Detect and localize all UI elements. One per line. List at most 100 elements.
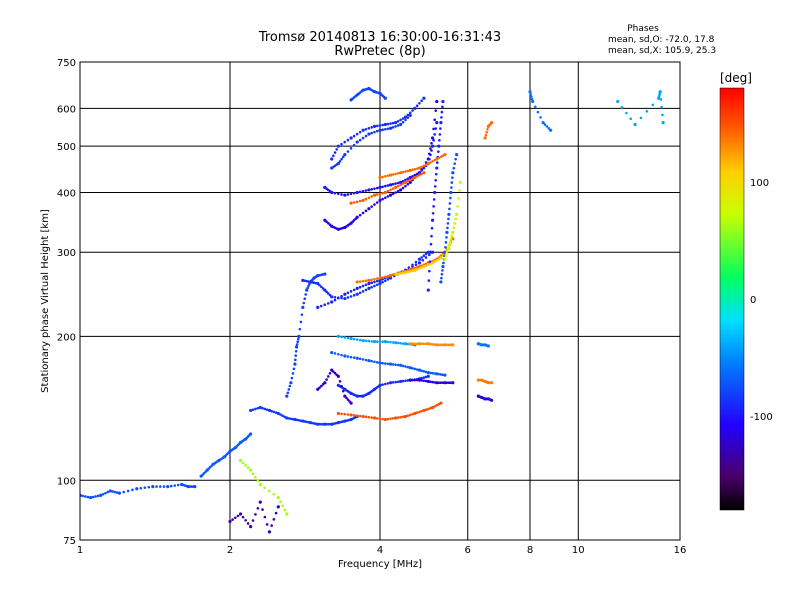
data-point-fill xyxy=(346,398,350,401)
data-point xyxy=(661,121,665,125)
data-point-fill xyxy=(155,485,158,488)
data-point-fill xyxy=(236,514,240,518)
data-point-fill xyxy=(244,464,247,467)
data-point xyxy=(541,121,545,125)
data-point xyxy=(349,336,353,341)
data-point-fill xyxy=(422,254,426,258)
data-point xyxy=(293,362,297,366)
data-point-fill xyxy=(430,149,433,152)
data-point xyxy=(408,342,412,346)
data-point-fill xyxy=(340,294,343,298)
data-point xyxy=(343,153,347,157)
data-point xyxy=(378,276,382,280)
data-point-fill xyxy=(126,489,130,493)
data-point-fill xyxy=(411,378,414,382)
data-point xyxy=(394,185,398,189)
data-point-fill xyxy=(375,283,379,287)
data-point-fill xyxy=(370,195,373,198)
data-point-fill xyxy=(91,495,95,499)
data-point xyxy=(323,272,327,276)
data-point xyxy=(355,140,359,144)
data-point-fill xyxy=(370,205,373,208)
data-point-fill xyxy=(415,172,419,176)
data-point-fill xyxy=(346,413,350,416)
data-point-fill xyxy=(256,506,260,510)
data-point-fill xyxy=(434,109,438,112)
data-point xyxy=(151,485,155,489)
data-point-fill xyxy=(352,294,356,297)
data-point xyxy=(249,525,253,529)
data-point-fill xyxy=(629,117,633,121)
data-point-fill xyxy=(373,203,376,206)
data-point xyxy=(378,198,382,203)
data-point-fill xyxy=(420,169,423,172)
data-point-fill xyxy=(386,417,390,421)
data-point-fill xyxy=(294,358,297,362)
data-point xyxy=(449,190,453,195)
data-point-fill xyxy=(449,196,452,200)
data-point xyxy=(193,485,197,489)
data-point-fill xyxy=(349,290,353,293)
data-point xyxy=(399,363,403,367)
data-point-fill xyxy=(401,364,405,368)
data-point-fill xyxy=(429,371,432,375)
data-point-fill xyxy=(399,272,402,275)
data-point-fill xyxy=(378,124,382,127)
data-point-fill xyxy=(422,376,426,379)
data-point-fill xyxy=(418,101,421,105)
data-point-fill xyxy=(381,383,384,386)
data-point-fill xyxy=(625,111,628,115)
data-point xyxy=(417,264,422,269)
data-point xyxy=(289,381,293,385)
data-point-fill xyxy=(424,342,428,346)
data-point xyxy=(399,171,403,175)
data-point-fill xyxy=(420,379,423,382)
data-point-fill xyxy=(420,266,423,269)
data-point-fill xyxy=(457,197,460,200)
data-point-fill xyxy=(383,279,387,283)
data-point-fill xyxy=(364,197,368,201)
data-point-fill xyxy=(394,380,397,384)
data-point-fill xyxy=(358,199,362,203)
data-point xyxy=(388,276,393,280)
colorbar-tick-label: 100 xyxy=(750,178,769,189)
data-point-fill xyxy=(307,284,310,288)
data-point-fill xyxy=(241,461,245,465)
data-point-fill xyxy=(231,518,234,521)
data-point-fill xyxy=(352,191,356,195)
data-point xyxy=(367,286,371,291)
data-point-fill xyxy=(303,297,307,301)
data-point xyxy=(408,180,412,184)
data-point xyxy=(451,343,455,347)
data-point-fill xyxy=(445,236,448,239)
data-point-fill xyxy=(396,341,400,345)
data-point-fill xyxy=(439,381,443,385)
data-point-fill xyxy=(543,123,547,126)
data-point-fill xyxy=(263,515,267,519)
data-point xyxy=(417,171,422,175)
data-point-fill xyxy=(373,284,376,288)
data-point-fill xyxy=(391,381,395,384)
data-point-fill xyxy=(424,264,428,267)
data-point xyxy=(430,218,435,222)
data-point xyxy=(383,340,387,344)
data-point-fill xyxy=(381,340,384,343)
colorbar-tick-label: 0 xyxy=(750,295,756,306)
data-point-fill xyxy=(424,408,428,411)
data-point-fill xyxy=(352,201,356,204)
data-point-fill xyxy=(408,178,412,182)
data-point-fill xyxy=(396,124,400,127)
data-point-fill xyxy=(355,200,359,204)
data-point-fill xyxy=(391,121,395,125)
data-point-fill xyxy=(270,409,273,413)
data-point-fill xyxy=(86,495,90,499)
data-point xyxy=(403,270,408,275)
data-point-fill xyxy=(358,285,362,289)
data-point xyxy=(378,128,382,132)
x-axis-ticks: 1 2 4 6 8 10 16 xyxy=(77,545,687,556)
data-point-fill xyxy=(325,220,328,224)
data-point-fill xyxy=(413,342,417,346)
data-point-fill xyxy=(420,369,423,373)
data-point xyxy=(276,411,280,416)
data-point-fill xyxy=(386,127,390,131)
